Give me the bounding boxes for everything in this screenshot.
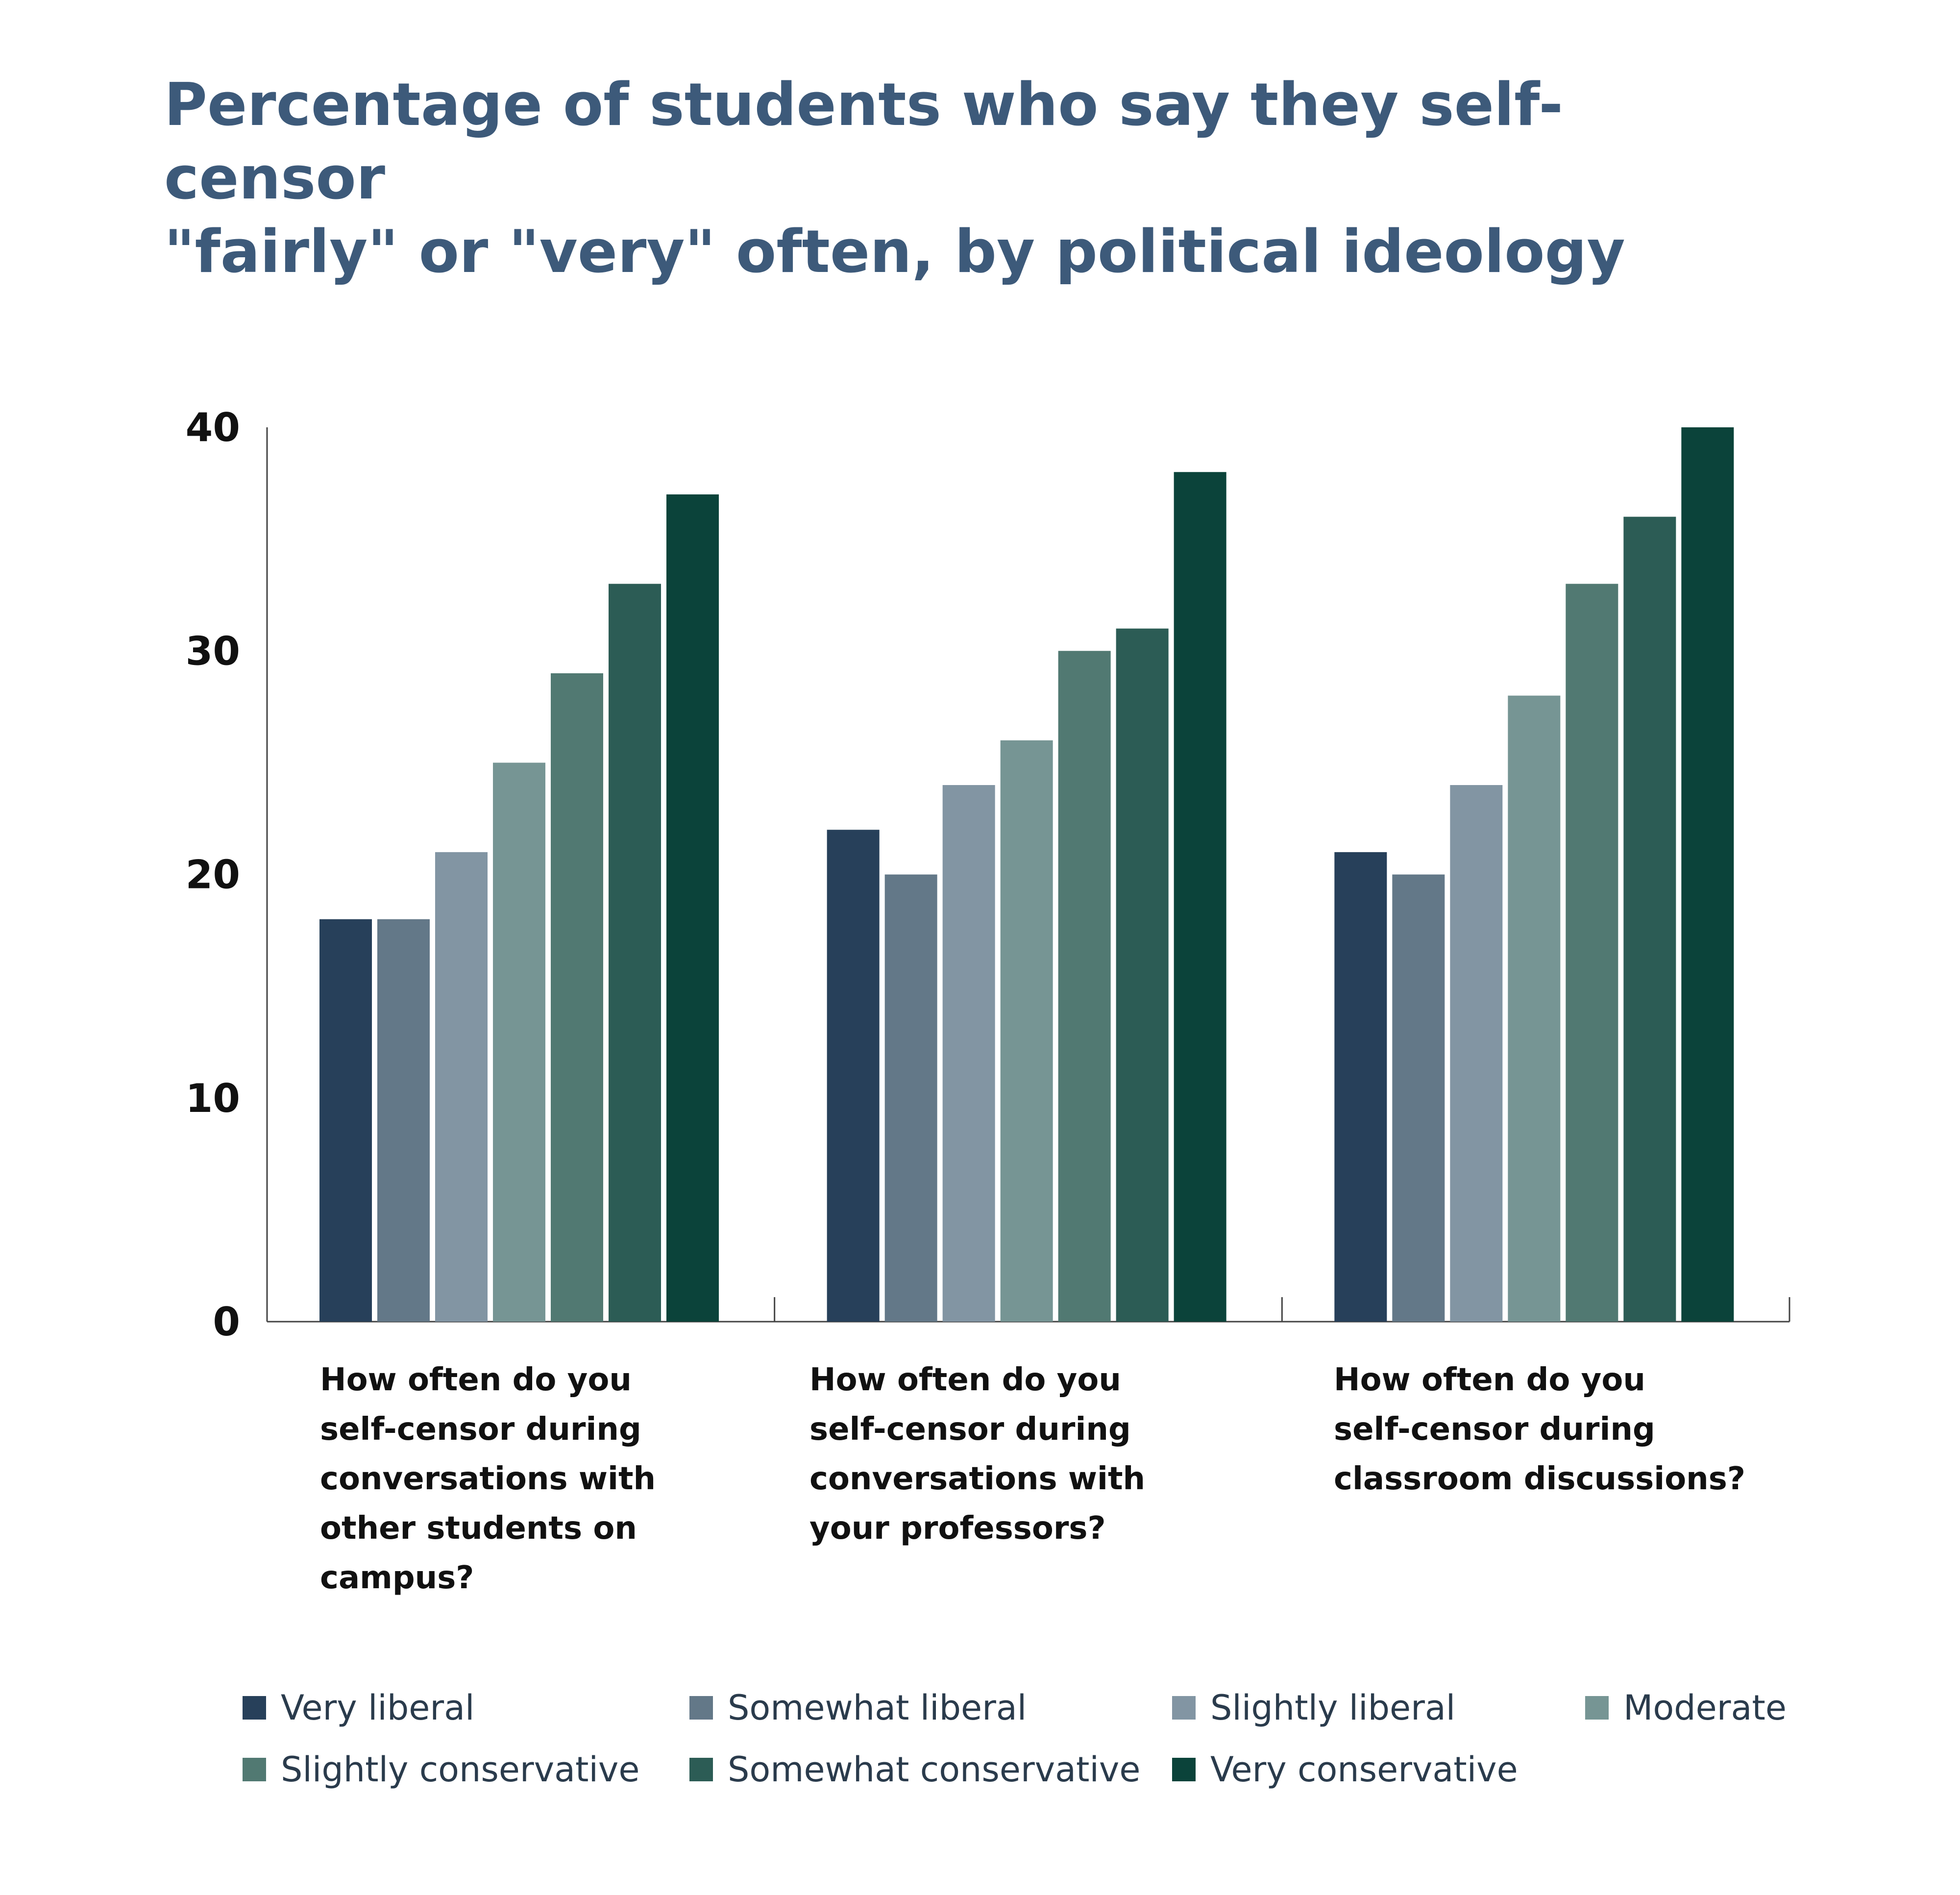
legend-label: Somewhat conservative bbox=[728, 1749, 1141, 1790]
legend-swatch bbox=[1172, 1758, 1196, 1781]
legend-label: Slightly liberal bbox=[1210, 1688, 1456, 1728]
x-category-label-line: How often do you bbox=[1334, 1362, 1645, 1398]
chart-title: Percentage of students who say they self… bbox=[164, 69, 1781, 289]
y-tick-label: 10 bbox=[186, 1076, 240, 1121]
bar bbox=[1116, 628, 1169, 1322]
bar bbox=[1000, 740, 1053, 1322]
bar bbox=[827, 830, 880, 1322]
x-category-label-line: self-censor during bbox=[1334, 1411, 1655, 1448]
legend-item: Very liberal bbox=[243, 1683, 475, 1732]
bar bbox=[1392, 874, 1445, 1322]
y-tick-label: 20 bbox=[186, 852, 240, 898]
x-category-label-line: classroom discussions? bbox=[1334, 1461, 1745, 1497]
legend-item: Somewhat liberal bbox=[689, 1683, 1027, 1732]
x-category-label-line: How often do you bbox=[320, 1362, 632, 1398]
chart-title-line: Percentage of students who say they self… bbox=[164, 71, 1564, 213]
legend: Very liberal Somewhat liberal Slightly lib… bbox=[243, 1683, 1811, 1811]
chart-title-line: "fairly" or "very" often, by political i… bbox=[164, 218, 1625, 286]
x-category-label-line: self-censor during bbox=[320, 1411, 641, 1448]
x-category-label-line: your professors? bbox=[809, 1510, 1106, 1547]
legend-label: Somewhat liberal bbox=[728, 1688, 1027, 1728]
x-category-label-line: campus? bbox=[320, 1560, 474, 1596]
legend-item: Somewhat conservative bbox=[689, 1745, 1140, 1794]
legend-swatch bbox=[243, 1696, 266, 1720]
bar bbox=[319, 919, 372, 1322]
legend-label: Moderate bbox=[1623, 1688, 1787, 1728]
bar bbox=[493, 763, 545, 1322]
legend-swatch bbox=[1585, 1696, 1609, 1720]
x-category-label-line: self-censor during bbox=[809, 1411, 1131, 1448]
bar bbox=[884, 874, 937, 1322]
bar bbox=[1508, 695, 1561, 1322]
legend-label: Very liberal bbox=[281, 1688, 475, 1728]
bar bbox=[609, 584, 661, 1322]
x-category-label-line: How often do you bbox=[809, 1362, 1121, 1398]
bar bbox=[942, 785, 995, 1322]
y-tick-label: 0 bbox=[213, 1299, 240, 1345]
x-category-label: How often do you self-censor during classr… bbox=[1334, 1355, 1745, 1504]
bar bbox=[435, 852, 488, 1322]
legend-swatch bbox=[243, 1758, 266, 1781]
x-category-label-line: conversations with bbox=[320, 1461, 656, 1497]
legend-swatch bbox=[1172, 1696, 1196, 1720]
legend-item: Moderate bbox=[1585, 1683, 1787, 1732]
legend-item: Slightly liberal bbox=[1172, 1683, 1455, 1732]
bar bbox=[377, 919, 430, 1322]
bar bbox=[1681, 427, 1734, 1322]
y-tick-label: 30 bbox=[186, 628, 240, 674]
bar bbox=[1450, 785, 1503, 1322]
bar bbox=[1174, 472, 1226, 1322]
bar bbox=[551, 673, 603, 1322]
x-category-label: How often do you self-censor during conver… bbox=[320, 1355, 656, 1603]
x-category-label: How often do you self-censor during conver… bbox=[809, 1355, 1145, 1553]
bar bbox=[1058, 651, 1111, 1322]
bar bbox=[666, 494, 719, 1322]
bar bbox=[1623, 517, 1676, 1322]
legend-label: Slightly conservative bbox=[281, 1749, 640, 1790]
y-tick-label: 40 bbox=[186, 405, 240, 450]
legend-swatch bbox=[689, 1758, 713, 1781]
x-category-label-line: other students on bbox=[320, 1510, 637, 1547]
bar bbox=[1566, 584, 1618, 1322]
legend-label: Very conservative bbox=[1210, 1749, 1518, 1790]
x-category-label-line: conversations with bbox=[809, 1461, 1146, 1497]
legend-item: Slightly conservative bbox=[243, 1745, 639, 1794]
legend-item: Very conservative bbox=[1172, 1745, 1518, 1794]
legend-swatch bbox=[689, 1696, 713, 1720]
bar bbox=[1334, 852, 1387, 1322]
